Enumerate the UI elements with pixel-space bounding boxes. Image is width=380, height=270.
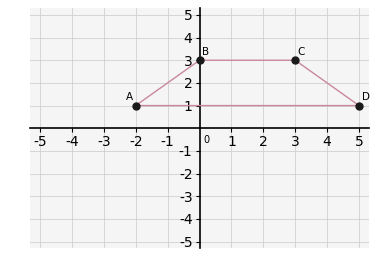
Text: B: B bbox=[202, 47, 209, 57]
Text: 0: 0 bbox=[203, 135, 209, 145]
Text: D: D bbox=[362, 92, 370, 102]
Text: C: C bbox=[298, 47, 305, 57]
Text: A: A bbox=[126, 92, 133, 102]
